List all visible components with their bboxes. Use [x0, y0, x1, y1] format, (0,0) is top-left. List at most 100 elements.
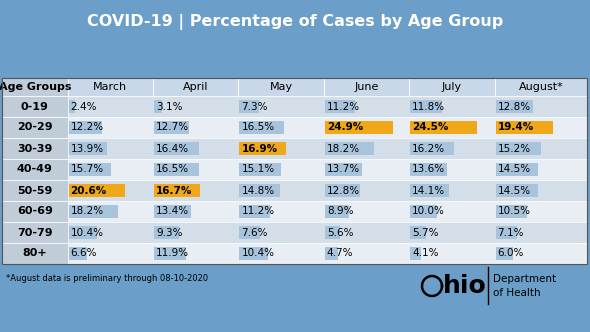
- Text: 12.8%: 12.8%: [327, 186, 360, 196]
- Bar: [68, 121, 102, 134]
- Bar: [324, 205, 349, 218]
- Bar: [154, 142, 199, 155]
- Text: 10.0%: 10.0%: [412, 207, 445, 216]
- Bar: [410, 184, 449, 197]
- Bar: [409, 78, 494, 96]
- Bar: [240, 205, 270, 218]
- Bar: [324, 121, 393, 134]
- Text: 20-29: 20-29: [17, 123, 53, 132]
- Text: 13.9%: 13.9%: [71, 143, 104, 153]
- Bar: [240, 121, 284, 134]
- Text: April: April: [183, 82, 208, 92]
- Bar: [2, 222, 67, 243]
- Bar: [496, 163, 539, 176]
- Bar: [324, 163, 362, 176]
- Bar: [496, 100, 533, 113]
- Text: 12.2%: 12.2%: [71, 123, 104, 132]
- Text: June: June: [354, 82, 379, 92]
- Text: 16.5%: 16.5%: [156, 164, 189, 175]
- Text: 30-39: 30-39: [17, 143, 53, 153]
- Bar: [410, 247, 421, 260]
- Text: 15.1%: 15.1%: [241, 164, 274, 175]
- Text: August*: August*: [519, 82, 563, 92]
- Text: COVID-19 | Percentage of Cases by Age Group: COVID-19 | Percentage of Cases by Age Gr…: [87, 14, 503, 30]
- Bar: [496, 184, 539, 197]
- Bar: [68, 142, 107, 155]
- Text: O: O: [421, 272, 443, 300]
- Text: 18.2%: 18.2%: [71, 207, 104, 216]
- Text: 11.9%: 11.9%: [156, 248, 189, 259]
- Bar: [154, 121, 189, 134]
- Text: 11.2%: 11.2%: [327, 102, 360, 112]
- Text: March: March: [93, 82, 127, 92]
- Text: 11.8%: 11.8%: [412, 102, 445, 112]
- Bar: [153, 78, 238, 96]
- Text: 11.2%: 11.2%: [241, 207, 274, 216]
- Text: 24.9%: 24.9%: [327, 123, 363, 132]
- Text: 14.5%: 14.5%: [497, 186, 530, 196]
- Text: 3.1%: 3.1%: [156, 102, 182, 112]
- Text: May: May: [270, 82, 293, 92]
- Text: 4.7%: 4.7%: [327, 248, 353, 259]
- Text: 16.9%: 16.9%: [241, 143, 277, 153]
- Text: 13.7%: 13.7%: [327, 164, 360, 175]
- Bar: [2, 159, 67, 180]
- Bar: [496, 205, 527, 218]
- Text: 16.2%: 16.2%: [412, 143, 445, 153]
- Bar: [410, 226, 426, 239]
- Bar: [67, 78, 153, 96]
- Text: 7.1%: 7.1%: [497, 227, 524, 237]
- Bar: [68, 163, 112, 176]
- Text: 20.6%: 20.6%: [71, 186, 107, 196]
- Bar: [2, 180, 587, 201]
- Bar: [154, 163, 199, 176]
- Text: 5.7%: 5.7%: [412, 227, 438, 237]
- Text: July: July: [442, 82, 462, 92]
- Text: 15.2%: 15.2%: [497, 143, 530, 153]
- Bar: [154, 100, 162, 113]
- Text: 18.2%: 18.2%: [327, 143, 360, 153]
- Bar: [68, 100, 75, 113]
- Text: 12.8%: 12.8%: [497, 102, 530, 112]
- Bar: [68, 247, 87, 260]
- Text: 16.4%: 16.4%: [156, 143, 189, 153]
- Text: *August data is preliminary through 08-10-2020: *August data is preliminary through 08-1…: [6, 274, 208, 283]
- Bar: [240, 100, 259, 113]
- Text: 6.0%: 6.0%: [497, 248, 524, 259]
- Bar: [494, 78, 587, 96]
- Text: 5.6%: 5.6%: [327, 227, 353, 237]
- Bar: [496, 226, 517, 239]
- Bar: [410, 163, 447, 176]
- Bar: [154, 247, 186, 260]
- Text: 10.4%: 10.4%: [71, 227, 103, 237]
- Bar: [2, 222, 587, 243]
- Text: 16.5%: 16.5%: [241, 123, 274, 132]
- Bar: [324, 247, 337, 260]
- Bar: [324, 226, 340, 239]
- Text: 2.4%: 2.4%: [71, 102, 97, 112]
- Bar: [2, 96, 67, 117]
- Bar: [2, 117, 587, 138]
- Text: 12.7%: 12.7%: [156, 123, 189, 132]
- Bar: [240, 163, 281, 176]
- Text: 19.4%: 19.4%: [497, 123, 534, 132]
- Bar: [240, 142, 286, 155]
- Bar: [154, 226, 179, 239]
- Text: 60-69: 60-69: [17, 207, 53, 216]
- Text: 7.3%: 7.3%: [241, 102, 268, 112]
- Bar: [496, 142, 540, 155]
- Text: 80+: 80+: [22, 248, 47, 259]
- Bar: [324, 78, 409, 96]
- Bar: [2, 201, 67, 222]
- Bar: [496, 121, 553, 134]
- Bar: [496, 247, 513, 260]
- Bar: [410, 142, 454, 155]
- Text: 10.5%: 10.5%: [497, 207, 530, 216]
- Text: 24.5%: 24.5%: [412, 123, 448, 132]
- Text: 0-19: 0-19: [21, 102, 49, 112]
- Bar: [324, 184, 360, 197]
- Text: 40-49: 40-49: [17, 164, 53, 175]
- Text: 14.1%: 14.1%: [412, 186, 445, 196]
- Text: 14.8%: 14.8%: [241, 186, 274, 196]
- Text: 16.7%: 16.7%: [156, 186, 192, 196]
